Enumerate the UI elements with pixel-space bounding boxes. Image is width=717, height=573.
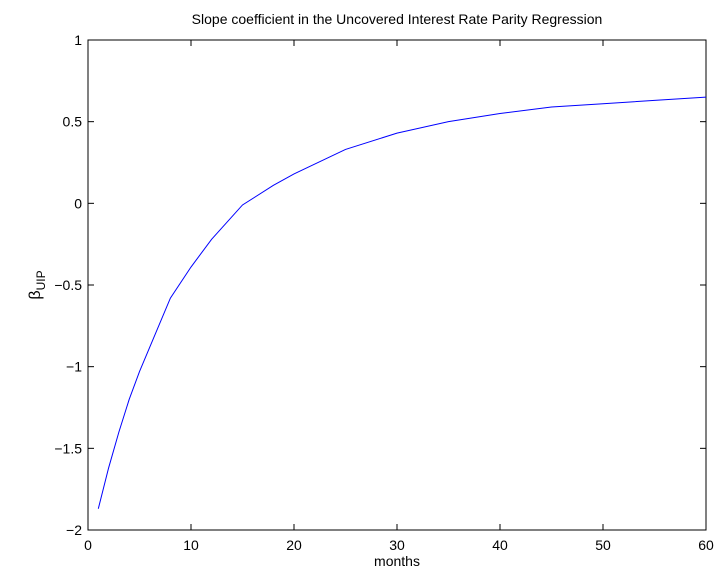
x-tick-label: 0 — [84, 537, 92, 553]
x-axis-label: months — [374, 553, 420, 569]
x-tick-label: 20 — [286, 537, 302, 553]
y-tick-label: −0.5 — [54, 277, 82, 293]
y-tick-label: 0 — [74, 195, 82, 211]
y-tick-label: −2 — [66, 522, 82, 538]
x-tick-label: 40 — [492, 537, 508, 553]
y-axis-label: βUIP — [27, 270, 48, 299]
line — [97, 96, 707, 509]
plot-frame — [87, 39, 707, 531]
chart-title: Slope coefficient in the Uncovered Inter… — [192, 11, 603, 27]
x-tick-label: 50 — [595, 537, 611, 553]
x-tick-label: 60 — [698, 537, 714, 553]
x-tick-label: 10 — [183, 537, 199, 553]
y-tick-label: 1 — [74, 32, 82, 48]
y-label-symbol: β — [27, 290, 44, 299]
y-label-subscript: UIP — [34, 270, 48, 290]
y-tick-label: 0.5 — [63, 114, 83, 130]
y-tick-label: −1.5 — [54, 440, 82, 456]
y-tick-label: −1 — [66, 359, 82, 375]
x-tick-label: 30 — [389, 537, 405, 553]
